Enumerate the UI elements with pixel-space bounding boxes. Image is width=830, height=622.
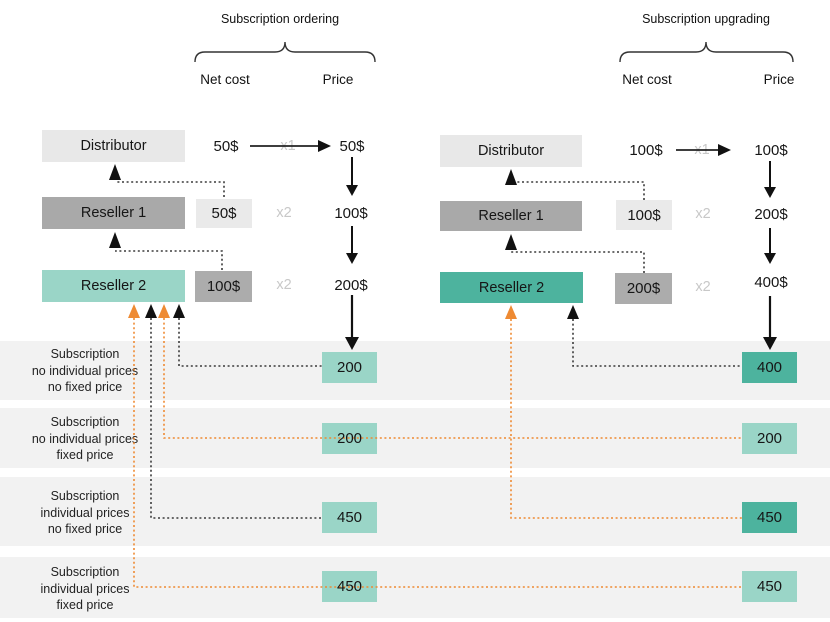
result-value-right-row2: 200	[756, 430, 783, 447]
reseller-2-label-left: Reseller 2	[80, 278, 147, 294]
price-cascade-arrows-left	[345, 157, 359, 350]
price-header-left: Price	[322, 72, 354, 87]
price-header-right: Price	[763, 72, 795, 87]
result-value-right-row1: 400	[756, 359, 783, 376]
result-box-left-row4: 450	[322, 571, 377, 602]
result-box-right-row4: 450	[742, 571, 797, 602]
row-label-1: Subscription no individual prices no fix…	[5, 346, 165, 396]
result-box-right-row1: 400	[742, 352, 797, 383]
row-4-line-1: Subscription	[50, 565, 120, 579]
distributor-box-left: Distributor	[42, 130, 185, 162]
reseller-2-box-right: Reseller 2	[440, 272, 583, 303]
row-4-line-3: fixed price	[56, 598, 114, 612]
reseller-2-price-right: 400$	[754, 274, 788, 291]
reseller-2-net-box-left: 100$	[195, 271, 252, 302]
reseller-1-label-right: Reseller 1	[478, 208, 544, 224]
result-value-left-row3: 450	[336, 509, 363, 526]
reseller-2-net-value-right: 200$	[626, 280, 661, 297]
reseller-1-label-left: Reseller 1	[80, 205, 147, 221]
distributor-net-value-right: 100$	[629, 142, 663, 159]
black-flow-arrowheads-left	[145, 304, 185, 318]
row-2-line-2: no individual prices	[31, 431, 139, 446]
reseller-2-net-value-left: 100$	[206, 278, 241, 295]
row-2-line-3: fixed price	[56, 448, 114, 462]
panel-title-upgrading: Subscription upgrading	[642, 12, 770, 26]
distributor-price-right: 100$	[754, 142, 788, 159]
row-label-2: Subscription no individual prices fixed …	[5, 414, 165, 464]
reseller-2-price-left: 200$	[334, 277, 368, 294]
row-label-4: Subscription individual prices fixed pri…	[5, 564, 165, 614]
reseller-2-label-right: Reseller 2	[478, 279, 545, 296]
result-box-left-row1: 200	[322, 352, 377, 383]
distributor-box-right: Distributor	[440, 135, 582, 167]
result-box-right-row3: 450	[742, 502, 797, 533]
reseller-2-multiplier-left: x2	[276, 277, 292, 293]
row-3-line-2: individual prices	[40, 505, 130, 520]
reseller-1-net-value-right: 100$	[627, 206, 661, 224]
distributor-price-left: 50$	[339, 138, 365, 155]
orange-flow-arrowheads-left	[128, 304, 170, 318]
reseller-1-price-right: 200$	[754, 206, 788, 223]
distributor-net-value-left: 50$	[213, 138, 239, 155]
price-cascade-arrows-right	[763, 161, 777, 350]
result-box-right-row2: 200	[742, 423, 797, 454]
reseller-1-multiplier-left: x2	[276, 205, 292, 221]
result-value-right-row3: 450	[756, 509, 783, 526]
reseller-1-multiplier-right: x2	[695, 206, 711, 222]
result-value-left-row1: 200	[336, 359, 363, 376]
row-4-line-2: individual prices	[40, 581, 130, 596]
row-2-line-1: Subscription	[50, 415, 120, 429]
result-value-left-row2: 200	[336, 430, 363, 447]
reseller-2-box-left: Reseller 2	[42, 270, 185, 302]
reseller-1-net-box-left: 50$	[196, 199, 252, 228]
reseller-1-price-left: 100$	[334, 205, 368, 222]
result-value-right-row4: 450	[756, 578, 783, 595]
distributor-label-right: Distributor	[477, 143, 545, 159]
row-3-line-1: Subscription	[50, 489, 120, 503]
result-value-left-row4: 450	[336, 578, 363, 595]
distributor-multiplier-right: x1	[694, 142, 710, 158]
brace-ordering-icon	[194, 41, 376, 63]
row-3-line-3: no fixed price	[47, 522, 123, 536]
black-flow-arrowhead-right	[567, 305, 579, 319]
distributor-multiplier-left: x1	[280, 138, 296, 154]
reseller-2-multiplier-right: x2	[695, 279, 711, 295]
net-cost-header-right: Net cost	[622, 72, 672, 87]
reseller-1-net-box-right: 100$	[616, 200, 672, 230]
result-box-left-row3: 450	[322, 502, 377, 533]
brace-upgrading-icon	[619, 41, 794, 63]
reseller-1-box-right: Reseller 1	[440, 201, 582, 231]
reseller-2-net-box-right: 200$	[615, 273, 672, 304]
orange-flow-arrowhead-right	[505, 305, 517, 319]
reseller-1-net-value-left: 50$	[211, 205, 237, 222]
distributor-label-left: Distributor	[80, 138, 147, 154]
row-1-line-3: no fixed price	[47, 380, 123, 394]
row-label-3: Subscription individual prices no fixed …	[5, 488, 165, 538]
row-1-line-1: Subscription	[50, 347, 120, 361]
result-box-left-row2: 200	[322, 423, 377, 454]
reseller-1-box-left: Reseller 1	[42, 197, 185, 229]
panel-title-ordering: Subscription ordering	[220, 12, 340, 26]
net-cost-header-left: Net cost	[200, 72, 250, 87]
row-1-line-2: no individual prices	[31, 363, 139, 378]
